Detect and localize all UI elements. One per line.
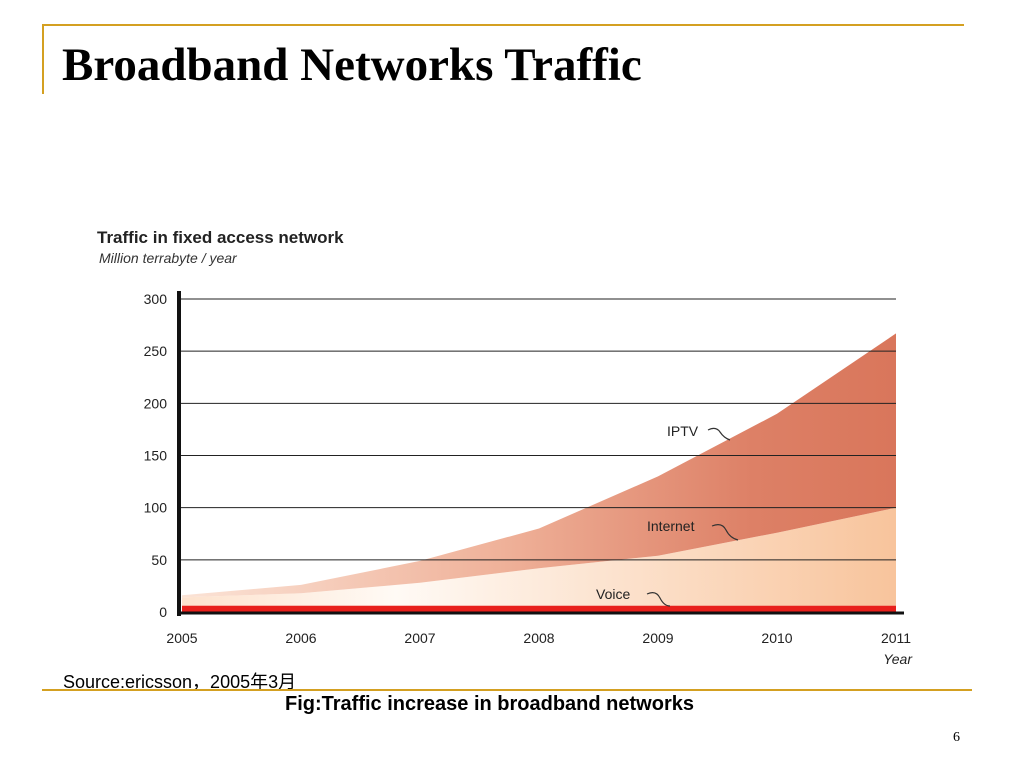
internet-leader-line [711,524,739,541]
y-tick-labels: 0 50 100 150 200 250 300 [144,291,168,620]
chart-title: Traffic in fixed access network [97,228,344,247]
x-tick-label: 2011 [881,630,911,646]
voice-leader-line [646,592,671,607]
x-tick-label: 2010 [761,630,792,646]
iptv-label: IPTV [667,423,699,439]
source-note: Source:ericsson，2005年3月 [63,672,297,692]
x-tick-label: 2009 [642,630,673,646]
figure-caption: Fig:Traffic increase in broadband networ… [285,693,694,715]
chart-subtitle: Million terrabyte / year [99,250,238,266]
y-tick-label: 0 [159,604,167,620]
page-number: 6 [953,730,960,745]
x-tick-labels: 2005 2006 2007 2008 2009 2010 2011 [166,630,911,646]
area-iptv [182,333,896,598]
voice-band [182,605,896,613]
slide-title: Broadband Networks Traffic [62,39,642,91]
title-frame-left-rule [42,24,44,94]
y-tick-label: 50 [151,552,167,568]
title-frame-top-rule [42,24,964,26]
internet-label: Internet [647,518,695,534]
x-tick-label: 2006 [285,630,316,646]
y-tick-label: 100 [144,500,168,516]
iptv-leader-line [707,427,731,441]
x-tick-label: 2008 [523,630,554,646]
gridlines [177,291,904,616]
y-tick-label: 200 [144,395,168,411]
footer-divider [42,689,972,691]
x-tick-label: 2007 [404,630,435,646]
iptv-annotation: IPTV [667,423,731,441]
x-tick-label: 2005 [166,630,197,646]
area-internet [182,507,896,606]
voice-annotation: Voice [596,586,671,607]
y-tick-label: 250 [144,343,168,359]
voice-label: Voice [596,586,630,602]
y-tick-label: 150 [144,448,168,464]
y-tick-label: 300 [144,291,168,307]
area-layer [182,333,896,613]
x-axis-label: Year [883,651,913,667]
internet-annotation: Internet [647,518,739,541]
